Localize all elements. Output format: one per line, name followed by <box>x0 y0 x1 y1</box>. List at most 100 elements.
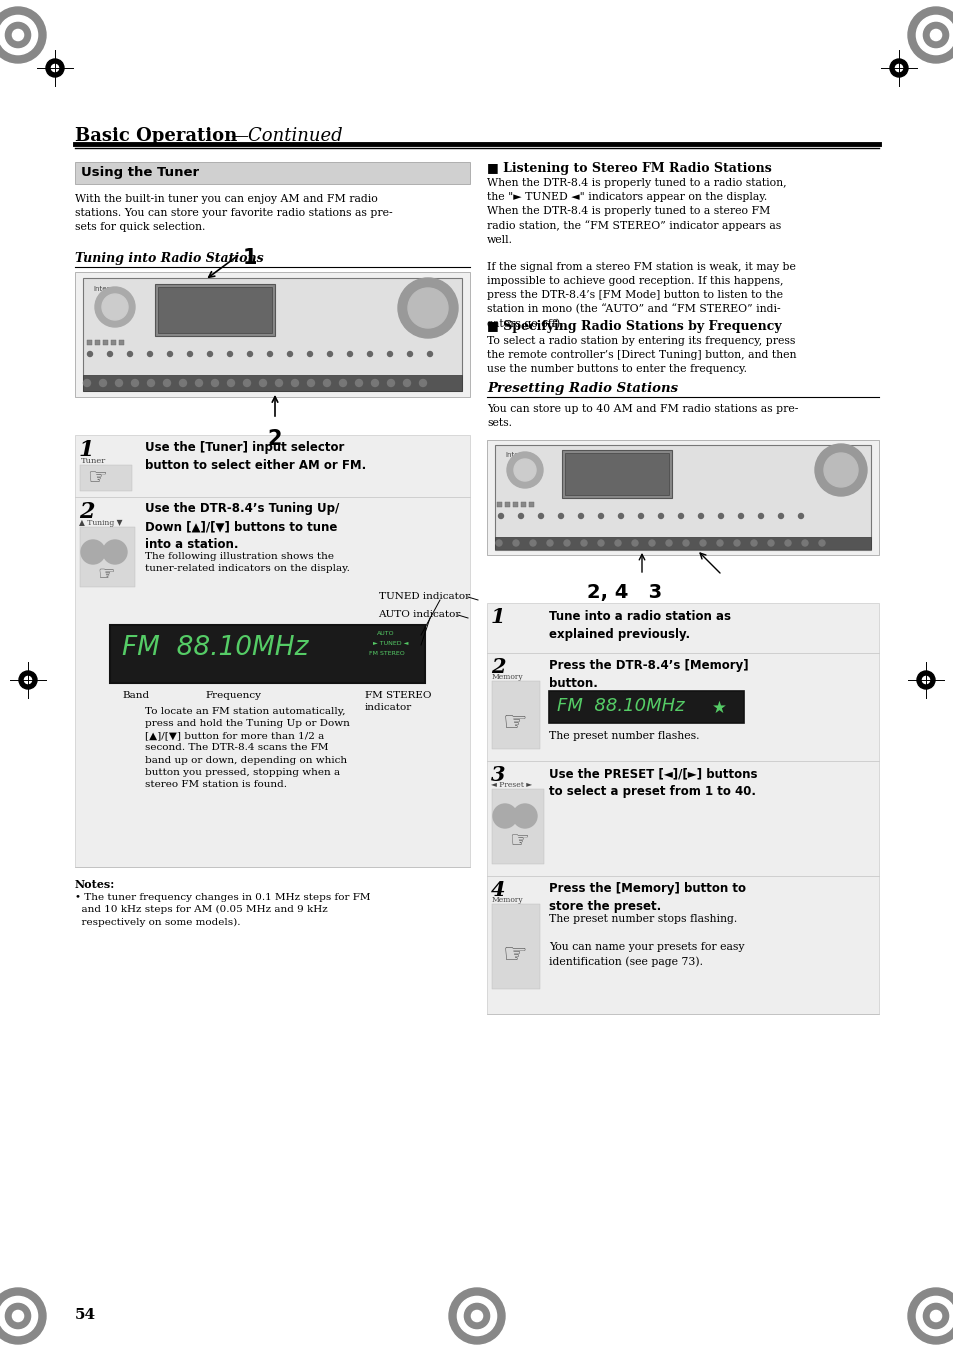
Circle shape <box>546 540 553 546</box>
Text: Tuning into Radio Stations: Tuning into Radio Stations <box>75 253 263 265</box>
Circle shape <box>128 351 132 357</box>
Text: Basic Operation: Basic Operation <box>75 127 237 145</box>
Bar <box>548 690 743 723</box>
Circle shape <box>403 380 410 386</box>
Circle shape <box>19 671 37 689</box>
Circle shape <box>648 540 655 546</box>
Bar <box>486 603 878 653</box>
Text: ★: ★ <box>711 698 726 717</box>
Text: Band: Band <box>122 690 149 700</box>
Circle shape <box>287 351 293 357</box>
Circle shape <box>801 540 807 546</box>
Circle shape <box>496 540 501 546</box>
Circle shape <box>163 380 171 386</box>
Text: Integra: Integra <box>92 286 118 292</box>
Bar <box>504 503 510 507</box>
Bar <box>75 497 470 867</box>
Circle shape <box>784 540 790 546</box>
Bar <box>75 162 470 184</box>
Circle shape <box>327 351 333 357</box>
Bar <box>83 278 461 390</box>
Circle shape <box>923 1304 947 1328</box>
Circle shape <box>0 1288 46 1344</box>
Circle shape <box>638 513 643 519</box>
Circle shape <box>700 540 705 546</box>
Circle shape <box>103 540 127 563</box>
Circle shape <box>419 380 426 386</box>
Circle shape <box>537 513 543 519</box>
Circle shape <box>227 380 234 386</box>
Text: To select a radio station by entering its frequency, press
the remote controller: To select a radio station by entering it… <box>486 336 796 374</box>
Text: 2: 2 <box>491 657 505 677</box>
Circle shape <box>227 351 233 357</box>
Circle shape <box>51 65 58 72</box>
Bar <box>495 536 870 549</box>
Text: Notes:: Notes: <box>75 880 115 890</box>
Circle shape <box>580 540 586 546</box>
Circle shape <box>6 1304 30 1328</box>
Text: ■ Specifying Radio Stations by Frequency: ■ Specifying Radio Stations by Frequency <box>486 320 781 332</box>
Circle shape <box>778 513 782 519</box>
Circle shape <box>823 453 857 486</box>
Circle shape <box>148 351 152 357</box>
Circle shape <box>0 7 46 63</box>
Circle shape <box>456 1297 497 1336</box>
Circle shape <box>698 513 702 519</box>
Text: Using the Tuner: Using the Tuner <box>81 166 199 178</box>
Circle shape <box>558 513 563 519</box>
Text: 2: 2 <box>79 501 94 523</box>
Text: The following illustration shows the
tuner-related indicators on the display.: The following illustration shows the tun… <box>145 553 350 573</box>
Bar <box>119 340 124 345</box>
Text: ☞: ☞ <box>97 565 114 584</box>
Circle shape <box>307 351 313 357</box>
Circle shape <box>738 513 742 519</box>
Circle shape <box>598 513 603 519</box>
Circle shape <box>0 1297 37 1336</box>
Text: 1: 1 <box>243 249 257 267</box>
Circle shape <box>95 286 135 327</box>
Bar <box>486 653 878 761</box>
Text: ■ Listening to Stereo FM Radio Stations: ■ Listening to Stereo FM Radio Stations <box>486 162 771 176</box>
Circle shape <box>407 351 412 357</box>
Bar <box>110 626 424 684</box>
Text: ☞: ☞ <box>502 709 527 738</box>
Bar <box>75 272 470 397</box>
Text: TUNED indicator: TUNED indicator <box>378 592 470 601</box>
Circle shape <box>347 351 352 357</box>
Bar <box>83 376 461 390</box>
Text: The preset number flashes.: The preset number flashes. <box>548 731 699 740</box>
Bar <box>87 340 91 345</box>
Circle shape <box>518 513 523 519</box>
Circle shape <box>195 380 202 386</box>
Circle shape <box>188 351 193 357</box>
Bar <box>111 340 116 345</box>
Text: 3: 3 <box>491 765 505 785</box>
Bar <box>561 450 671 499</box>
Circle shape <box>132 380 138 386</box>
Circle shape <box>46 59 64 77</box>
Text: Use the [Tuner] input selector
button to select either AM or FM.: Use the [Tuner] input selector button to… <box>145 440 366 471</box>
Text: Frequency: Frequency <box>205 690 261 700</box>
Circle shape <box>513 804 537 828</box>
Circle shape <box>767 540 773 546</box>
Circle shape <box>25 677 31 684</box>
Circle shape <box>916 15 953 54</box>
Bar <box>564 453 668 494</box>
Circle shape <box>682 540 688 546</box>
Text: 1: 1 <box>491 607 505 627</box>
Circle shape <box>530 540 536 546</box>
Circle shape <box>408 288 448 328</box>
Circle shape <box>6 23 30 47</box>
Text: ☞: ☞ <box>509 831 529 851</box>
Circle shape <box>449 1288 504 1344</box>
Circle shape <box>99 380 107 386</box>
Text: Tune into a radio station as
explained previously.: Tune into a radio station as explained p… <box>548 611 730 640</box>
Text: Press the [Memory] button to
store the preset.: Press the [Memory] button to store the p… <box>548 882 745 913</box>
Circle shape <box>717 540 722 546</box>
Circle shape <box>464 1304 489 1328</box>
Bar <box>80 465 132 490</box>
Circle shape <box>578 513 583 519</box>
Circle shape <box>889 59 907 77</box>
Text: ▲ Tuning ▼: ▲ Tuning ▼ <box>79 519 122 527</box>
Text: When the DTR-8.4 is properly tuned to a radio station,
the "► TUNED ◄" indicator: When the DTR-8.4 is properly tuned to a … <box>486 178 795 330</box>
